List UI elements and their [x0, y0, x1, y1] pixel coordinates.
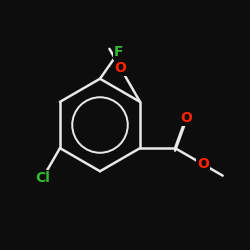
Text: Cl: Cl: [35, 172, 50, 185]
Text: O: O: [197, 158, 209, 172]
Text: O: O: [115, 61, 126, 75]
Text: O: O: [180, 110, 192, 124]
Text: F: F: [114, 45, 124, 59]
